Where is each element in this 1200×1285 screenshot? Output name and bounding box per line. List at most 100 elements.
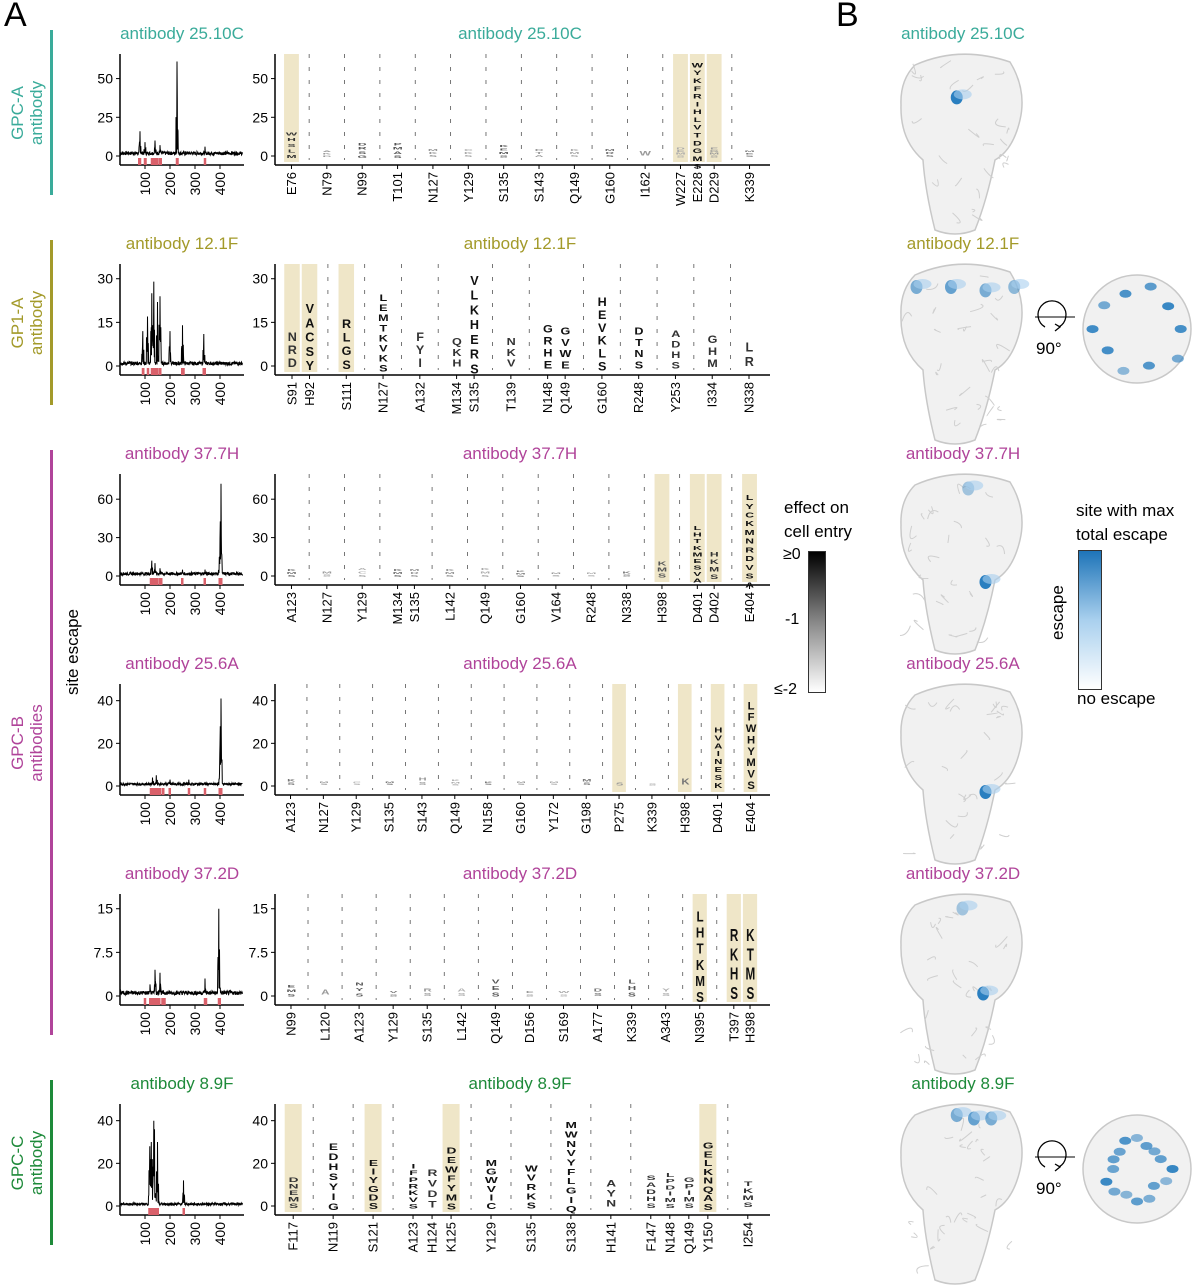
logo-letter-stack: EMS: [284, 984, 298, 998]
y-tick-label: 7.5: [249, 944, 269, 960]
logo-letter-stack: GHM: [705, 333, 720, 370]
site-escape-line-plot: 0 25 50 100 200 300 400: [97, 54, 244, 195]
surface-crease: [938, 155, 948, 165]
surface-crease: [980, 1148, 986, 1156]
surface-crease: [932, 307, 937, 314]
logo-letter-stack: HKMS: [707, 550, 722, 580]
group-label: GPC-C antibody: [8, 1103, 48, 1223]
surface-crease: [984, 395, 995, 406]
highlight-column: [699, 1104, 717, 1212]
site-label: S111: [339, 382, 354, 410]
x-tick-label: 200: [162, 802, 178, 826]
surface-crease: [949, 705, 961, 712]
highlight-column: [284, 1104, 302, 1212]
site-label: A177: [590, 1012, 605, 1042]
surface-crease: [927, 975, 938, 982]
surface-crease: [996, 710, 1005, 716]
site-label: K339: [624, 1012, 639, 1042]
site-label: G198: [579, 802, 594, 834]
site-label: K339: [742, 172, 757, 202]
logo-site-mark: [203, 788, 207, 795]
protein-structure-side-view: [900, 53, 1023, 235]
site-label: Y253: [668, 382, 683, 412]
site-label: N127: [319, 592, 334, 623]
surface-crease: [957, 483, 964, 494]
logo-letter-stack: KMS: [478, 567, 493, 578]
highlight-column: [284, 264, 300, 372]
logo-site-mark: [156, 788, 159, 795]
site-label: I254: [740, 1222, 755, 1247]
y-tick-label: 60: [252, 491, 268, 507]
surface-crease: [969, 627, 977, 632]
site-label: N127: [376, 382, 391, 413]
logo-site-mark: [153, 368, 157, 375]
site-label: S143: [414, 802, 429, 832]
highlight-column: [338, 264, 355, 372]
surface-crease: [997, 406, 1002, 412]
logo-plot-title: antibody 37.2D: [462, 864, 578, 883]
structure-title: antibody 25.10C: [901, 24, 1025, 43]
logo-letter-stack: KEMS: [496, 143, 511, 158]
escape-site-patch: [1107, 1155, 1120, 1164]
surface-crease: [990, 312, 999, 321]
surface-crease: [924, 1045, 935, 1052]
logo-plot-title: antibody 25.10C: [458, 24, 582, 43]
escape-site-patch: [1174, 325, 1187, 333]
logo-letter-stack: MES: [742, 149, 757, 157]
group-bar: [50, 240, 53, 405]
surface-crease: [1004, 782, 1016, 785]
protein-surface: [900, 683, 1023, 865]
surface-crease: [971, 1027, 978, 1037]
protein-structure-side-view: [900, 1103, 1023, 1285]
surface-crease: [994, 71, 1005, 75]
logo-letter-stack: WYKFRIHLVTDGMS: [690, 61, 705, 171]
escape-site-patch: [1166, 1165, 1179, 1173]
logo-letter-stack: LHTKMS: [693, 908, 707, 1006]
x-tick-label: 400: [212, 592, 228, 616]
site-label: Q149: [447, 802, 462, 834]
logo-letter-stack: WVRKS: [523, 1163, 539, 1211]
highlight-column: [673, 54, 688, 162]
cell-entry-colorbar: [808, 551, 826, 693]
site-label: G160: [513, 592, 528, 624]
surface-crease: [926, 1186, 938, 1195]
cell-entry-scale-title: effect on cell entry: [784, 496, 852, 544]
logo-site-mark: [152, 788, 156, 795]
x-tick-label: 300: [187, 382, 203, 406]
surface-crease: [968, 960, 979, 968]
surface-crease: [962, 1217, 968, 1223]
site-escape-line-plot: 0 30 60 100 200 300 400: [97, 474, 244, 616]
escape-site-halo: [953, 1107, 972, 1118]
escape-scale-title: site with max total escape: [1076, 499, 1174, 547]
site-label: Q149: [488, 1012, 503, 1044]
logo-letter-stack: EGMS: [707, 146, 722, 158]
logo-letter-stack: MKS: [425, 148, 440, 158]
group-label-name: GP1-A: [8, 296, 27, 349]
site-label: E404: [743, 802, 758, 832]
surface-crease: [979, 423, 987, 428]
logo-letter-stack: IFPRKVS: [405, 1163, 421, 1211]
x-tick-label: 300: [187, 1222, 203, 1246]
logo-site-mark: [162, 788, 165, 795]
site-label: K125: [444, 1222, 459, 1252]
surface-crease: [974, 1053, 986, 1061]
escape-site-patch: [1143, 1194, 1156, 1203]
escape-site-patch: [1120, 1190, 1133, 1199]
escape-site-patch: [1144, 282, 1157, 291]
site-label: N338: [619, 592, 634, 623]
site-label: Y129: [349, 802, 364, 832]
logo-letter-stack: RVDT: [424, 1167, 440, 1210]
site-label: N119: [326, 1222, 341, 1252]
site-label: S135: [467, 382, 482, 412]
site-label: H398: [743, 1012, 758, 1043]
site-label: A123: [283, 802, 298, 832]
site-label: S135: [420, 1012, 435, 1042]
logo-plot-title: antibody 12.1F: [463, 234, 577, 253]
protein-surface: [1082, 1114, 1192, 1224]
logo-letter-stack: ES: [523, 990, 537, 997]
site-label: N148: [662, 1222, 677, 1253]
y-tick-label: 60: [97, 491, 113, 507]
surface-crease: [986, 405, 994, 417]
surface-crease: [901, 312, 913, 322]
logo-letter-stack: FYI: [413, 331, 428, 370]
